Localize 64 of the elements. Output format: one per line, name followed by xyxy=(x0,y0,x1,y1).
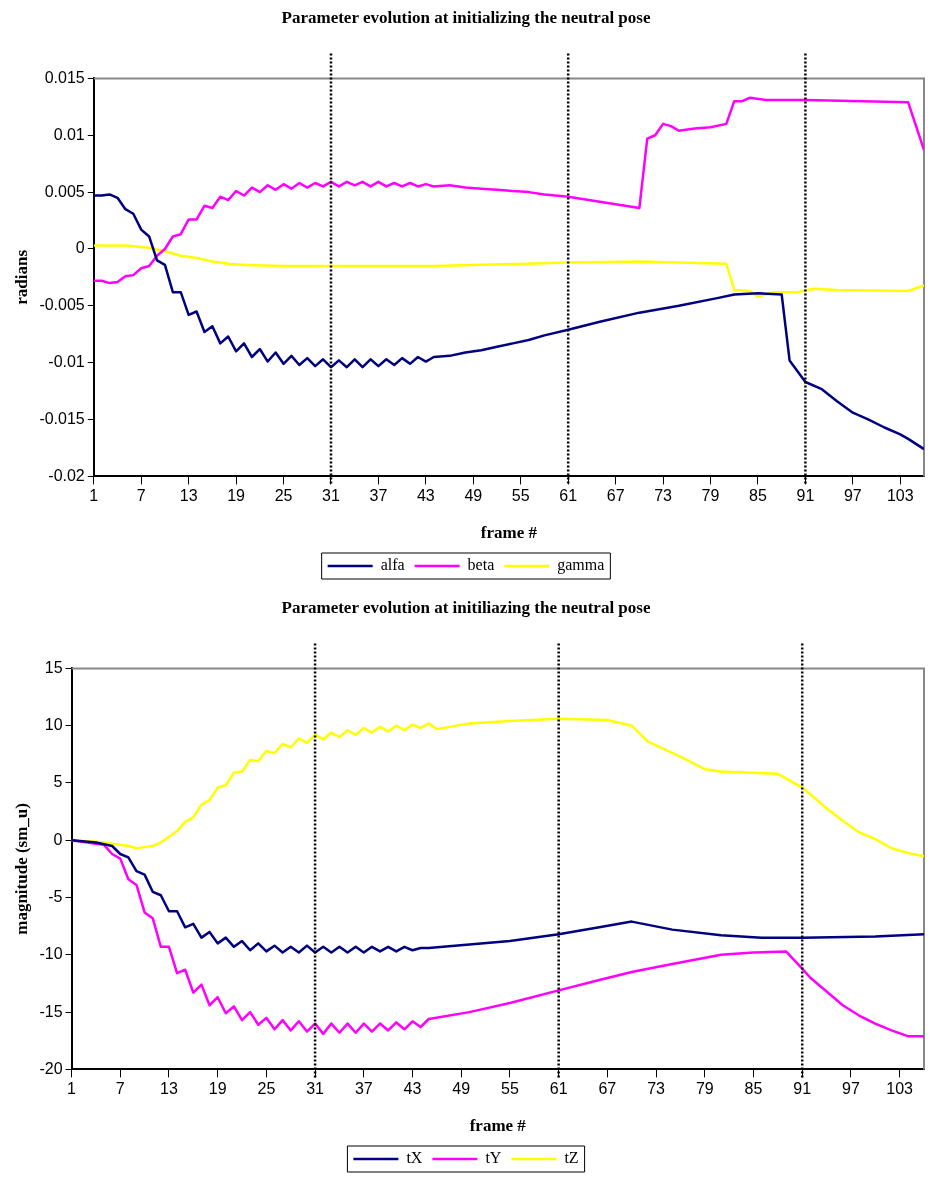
y-tick-label: -10 xyxy=(39,945,63,963)
y-tick-label: 0.005 xyxy=(44,182,85,200)
x-tick-label: 1 xyxy=(89,487,99,505)
legend-label: tY xyxy=(485,1149,502,1167)
x-tick-label: 49 xyxy=(464,487,483,505)
legend-label: beta xyxy=(467,556,495,574)
x-tick-label: 7 xyxy=(115,1080,125,1098)
x-tick-label: 67 xyxy=(598,1080,617,1098)
x-tick-label: 1 xyxy=(67,1080,77,1098)
x-tick-label: 103 xyxy=(886,487,914,505)
x-tick-label: 79 xyxy=(701,487,720,505)
x-tick-label: 31 xyxy=(322,487,340,505)
y-tick-label: -0.01 xyxy=(48,353,85,371)
x-tick-label: 97 xyxy=(842,1080,860,1098)
x-tick-label: 61 xyxy=(549,1080,568,1098)
x-axis-title: frame # xyxy=(469,1116,527,1136)
x-tick-label: 31 xyxy=(306,1080,325,1098)
y-tick-label: 15 xyxy=(44,658,63,676)
x-tick-label: 55 xyxy=(511,487,530,505)
x-tick-label: 103 xyxy=(886,1080,914,1098)
x-tick-label: 13 xyxy=(179,487,198,505)
legend-label: alfa xyxy=(380,556,405,574)
chart-title: Parameter evolution at initiliazing the neutral pose xyxy=(281,597,651,617)
x-tick-label: 25 xyxy=(274,487,293,505)
x-tick-label: 67 xyxy=(606,487,625,505)
y-axis-title: magnitude (sm_u) xyxy=(11,803,31,935)
y-tick-label: -15 xyxy=(39,1002,63,1020)
x-tick-label: 7 xyxy=(136,487,146,505)
y-tick-label: -0.005 xyxy=(39,296,85,314)
x-tick-label: 19 xyxy=(208,1080,227,1098)
x-tick-label: 37 xyxy=(354,1080,373,1098)
x-tick-label: 19 xyxy=(227,487,246,505)
x-tick-label: 91 xyxy=(793,1080,812,1098)
x-tick-label: 37 xyxy=(369,487,388,505)
y-tick-label: -0.02 xyxy=(48,466,85,484)
y-tick-label: -20 xyxy=(39,1059,63,1077)
y-tick-label: 0 xyxy=(53,830,63,848)
x-tick-label: 55 xyxy=(501,1080,519,1098)
y-tick-label: 0.01 xyxy=(53,125,85,143)
y-tick-label: -5 xyxy=(48,887,63,905)
y-tick-label: 0 xyxy=(75,239,85,257)
x-tick-label: 85 xyxy=(749,487,767,505)
x-tick-label: 43 xyxy=(403,1080,422,1098)
x-tick-label: 79 xyxy=(695,1080,714,1098)
x-tick-label: 73 xyxy=(654,487,673,505)
y-tick-label: 5 xyxy=(53,773,63,791)
y-tick-label: 10 xyxy=(44,716,63,734)
x-tick-label: 25 xyxy=(257,1080,276,1098)
x-tick-label: 49 xyxy=(452,1080,471,1098)
x-tick-label: 13 xyxy=(160,1080,178,1098)
x-axis-title: frame # xyxy=(480,523,538,543)
x-tick-label: 61 xyxy=(559,487,578,505)
y-tick-label: 0.015 xyxy=(44,68,85,86)
y-axis-title: radians xyxy=(11,249,31,305)
x-tick-label: 85 xyxy=(744,1080,763,1098)
x-tick-label: 43 xyxy=(416,487,435,505)
legend-label: tX xyxy=(406,1149,423,1167)
x-tick-label: 73 xyxy=(647,1080,666,1098)
chart-title: Parameter evolution at initializing the neutral pose xyxy=(281,7,651,27)
legend-label: tZ xyxy=(564,1149,579,1167)
x-tick-label: 91 xyxy=(796,487,815,505)
x-tick-label: 97 xyxy=(843,487,862,505)
legend-label: gamma xyxy=(557,556,605,575)
y-tick-label: -0.015 xyxy=(39,409,85,427)
